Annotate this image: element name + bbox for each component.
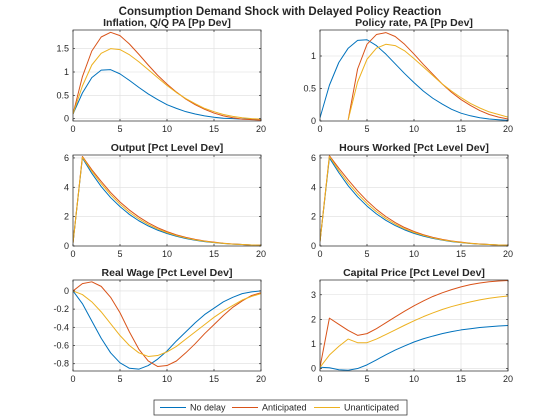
x-tick-label: 0 bbox=[70, 374, 75, 384]
y-tick-label: 0 bbox=[64, 241, 69, 251]
y-tick-label: 2 bbox=[311, 212, 316, 222]
y-tick-label: 0 bbox=[311, 241, 316, 251]
x-tick-label: 20 bbox=[256, 249, 266, 259]
y-tick-label: 2 bbox=[64, 212, 69, 222]
x-tick-label: 15 bbox=[456, 124, 466, 134]
legend-box bbox=[153, 399, 408, 416]
y-tick-label: 6 bbox=[64, 153, 69, 163]
x-tick-label: 15 bbox=[209, 249, 219, 259]
y-tick-label: 6 bbox=[311, 153, 316, 163]
figure-title: Consumption Demand Shock with Delayed Po… bbox=[119, 6, 442, 18]
x-tick-label: 10 bbox=[409, 124, 419, 134]
legend-label: No delay bbox=[190, 403, 226, 413]
y-tick-label: 0 bbox=[64, 286, 69, 296]
x-tick-label: 20 bbox=[503, 124, 513, 134]
subplot-title: Output [Pct Level Dev] bbox=[111, 142, 224, 154]
legend-entry-no-delay: No delay bbox=[160, 403, 226, 413]
series-line-anticipated bbox=[73, 31, 261, 121]
y-tick-label: 3 bbox=[311, 290, 316, 300]
series-line-unanticipated bbox=[320, 155, 508, 246]
subplot-3: 0 5 10 15 20 0 2 4 6 Output [Pct Level Dev] bbox=[64, 142, 266, 259]
series-line-unanticipated bbox=[73, 156, 261, 246]
x-tick-label: 0 bbox=[317, 374, 322, 384]
x-tick-label: 5 bbox=[364, 374, 369, 384]
x-tick-label: 10 bbox=[162, 124, 172, 134]
y-tick-label: 4 bbox=[64, 182, 69, 192]
legend-entry-anticipated: Anticipated bbox=[232, 403, 307, 413]
x-tick-label: 10 bbox=[409, 374, 419, 384]
x-tick-label: 10 bbox=[409, 249, 419, 259]
x-tick-label: 5 bbox=[117, 124, 122, 134]
series-line-anticipated bbox=[347, 32, 508, 120]
x-tick-label: 5 bbox=[364, 249, 369, 259]
x-tick-label: 5 bbox=[117, 374, 122, 384]
x-tick-label: 20 bbox=[503, 374, 513, 384]
y-tick-label: 0 bbox=[64, 114, 69, 124]
subplot-6: 0 5 10 15 20 0 1 2 3 Capital Price [Pct Level Dev… bbox=[311, 267, 513, 384]
x-tick-label: 0 bbox=[70, 249, 75, 259]
series-line-no-delay bbox=[73, 69, 261, 121]
x-tick-label: 15 bbox=[456, 249, 466, 259]
series-line-unanticipated bbox=[347, 43, 508, 120]
legend-label: Unanticipated bbox=[344, 403, 399, 413]
subplot-4: 0 5 10 15 20 0 2 4 6 Hours Worked [Pct Level Dev] bbox=[311, 142, 513, 259]
x-tick-label: 15 bbox=[456, 374, 466, 384]
y-tick-label: 0 bbox=[311, 364, 316, 374]
x-tick-label: 15 bbox=[209, 374, 219, 384]
y-tick-label: 0 bbox=[311, 116, 316, 126]
subplot-5: 0 5 10 15 20 -0.8 -0.6 -0.4 -0.2 0 Real Wage [Pct … bbox=[53, 267, 266, 384]
subplot-1: 0 5 10 15 20 0 0.5 1 1.5 Inflation, Q/Q PA [Pp De… bbox=[56, 17, 266, 134]
x-tick-label: 0 bbox=[317, 249, 322, 259]
subplot-2: 0 5 10 15 20 0 0.5 1 Policy rate, PA [Pp Dev] bbox=[303, 17, 513, 134]
y-tick-label: 1 bbox=[311, 51, 316, 61]
subplot-title: Policy rate, PA [Pp Dev] bbox=[355, 17, 473, 29]
legend-label: Anticipated bbox=[262, 403, 307, 413]
x-tick-label: 0 bbox=[317, 124, 322, 134]
series-line-no-delay bbox=[320, 325, 508, 371]
x-tick-label: 20 bbox=[256, 374, 266, 384]
y-tick-label: 1 bbox=[64, 67, 69, 77]
series-line-unanticipated bbox=[320, 295, 508, 368]
y-tick-label: 0.5 bbox=[303, 84, 316, 94]
x-tick-label: 10 bbox=[162, 374, 172, 384]
y-tick-label: -0.6 bbox=[53, 341, 69, 351]
x-tick-label: 20 bbox=[503, 249, 513, 259]
x-tick-label: 15 bbox=[209, 124, 219, 134]
y-tick-label: 1.5 bbox=[56, 44, 69, 54]
series-line-no-delay bbox=[320, 39, 508, 121]
legend: No delay Anticipated Unanticipated bbox=[153, 399, 408, 416]
x-tick-label: 20 bbox=[256, 124, 266, 134]
y-tick-label: -0.8 bbox=[53, 359, 69, 369]
subplot-title: Inflation, Q/Q PA [Pp Dev] bbox=[103, 17, 231, 29]
series-line-anticipated bbox=[73, 281, 261, 367]
series-line-anticipated bbox=[320, 280, 508, 368]
y-tick-label: -0.4 bbox=[53, 322, 69, 332]
y-tick-label: 2 bbox=[311, 314, 316, 324]
y-tick-label: 4 bbox=[311, 182, 316, 192]
series-line-no-delay bbox=[73, 290, 261, 370]
subplot-title: Hours Worked [Pct Level Dev] bbox=[339, 142, 489, 154]
y-tick-label: 1 bbox=[311, 339, 316, 349]
x-tick-label: 5 bbox=[117, 249, 122, 259]
legend-entry-unanticipated: Unanticipated bbox=[314, 403, 399, 413]
series-line-unanticipated bbox=[73, 290, 261, 357]
subplot-title: Capital Price [Pct Level Dev] bbox=[343, 267, 485, 279]
y-tick-label: -0.2 bbox=[53, 304, 69, 314]
x-tick-label: 0 bbox=[70, 124, 75, 134]
subplot-title: Real Wage [Pct Level Dev] bbox=[102, 267, 233, 279]
series-line-unanticipated bbox=[73, 48, 261, 120]
x-tick-label: 5 bbox=[364, 124, 369, 134]
y-tick-label: 0.5 bbox=[56, 90, 69, 100]
x-tick-label: 10 bbox=[162, 249, 172, 259]
